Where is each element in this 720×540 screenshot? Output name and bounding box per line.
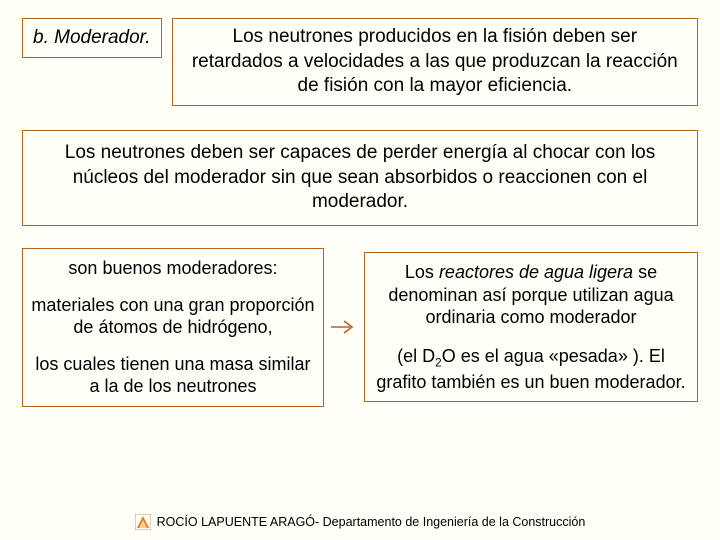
section-title: b. Moderador.: [33, 27, 151, 48]
good-moderators-material: materiales con una gran proporción de át…: [29, 294, 317, 339]
hw-a: (el D: [397, 346, 435, 366]
good-moderators-mass: los cuales tienen una masa similar a la …: [29, 353, 317, 398]
arrow-icon: [330, 318, 358, 336]
light-water-reactor-box: Los reactores de agua ligera se denomina…: [364, 252, 698, 402]
lw-italic: reactores de agua ligera: [439, 262, 633, 282]
good-moderators-box: son buenos moderadores: materiales con u…: [22, 248, 324, 407]
footer: ROCÍO LAPUENTE ARAGÓ- Departamento de In…: [0, 514, 720, 530]
heavy-water-paragraph: (el D2O es el agua «pesada» ). El grafit…: [373, 345, 689, 394]
light-water-paragraph: Los reactores de agua ligera se denomina…: [373, 261, 689, 329]
energy-loss-box: Los neutrones deben ser capaces de perde…: [22, 130, 698, 226]
footer-text: ROCÍO LAPUENTE ARAGÓ- Departamento de In…: [157, 515, 586, 529]
logo-icon: [135, 514, 151, 530]
good-moderators-heading: son buenos moderadores:: [29, 257, 317, 280]
description-text: Los neutrones producidos en la fisión de…: [192, 26, 678, 96]
description-box: Los neutrones producidos en la fisión de…: [172, 18, 698, 106]
lw-prefix: Los: [405, 262, 439, 282]
section-title-box: b. Moderador.: [22, 18, 162, 58]
energy-loss-text: Los neutrones deben ser capaces de perde…: [65, 142, 655, 212]
